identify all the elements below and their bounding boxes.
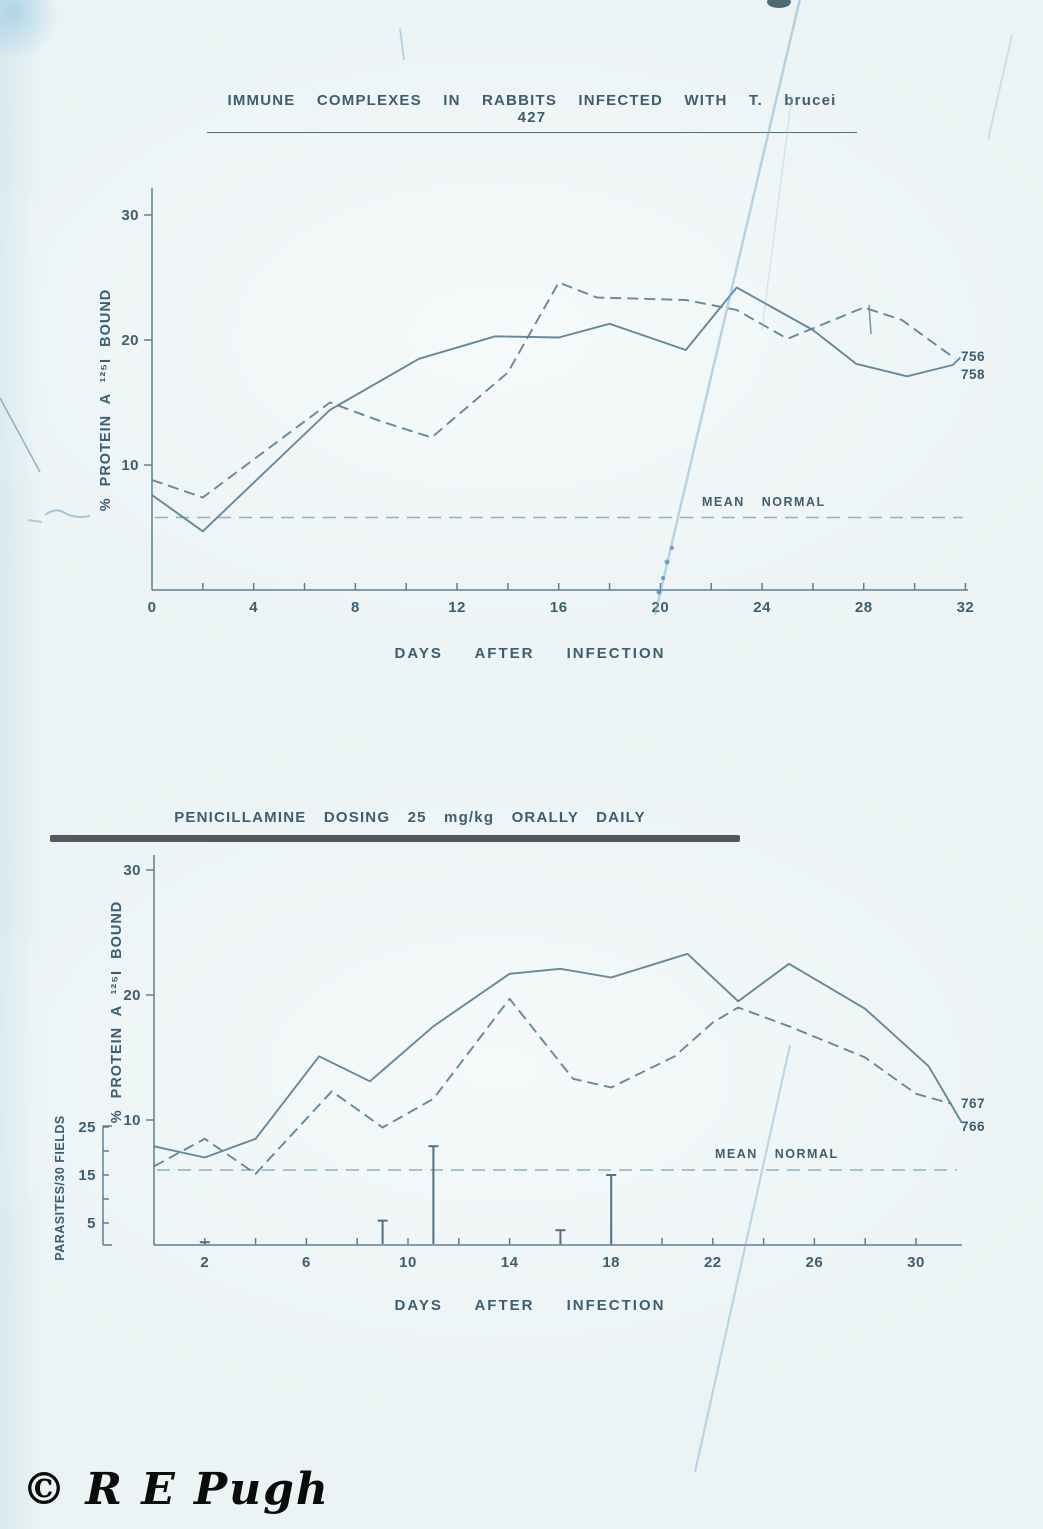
scan-artifact [664,559,670,565]
chart2-title: PENICILLAMINE DOSING 25 mg/kg ORALLY DAI… [174,809,646,826]
x-tick-label: 30 [907,1254,925,1271]
chart1-y-axis-label: % PROTEIN A ¹²⁵I BOUND [98,288,114,512]
scan-artifact [653,0,801,616]
scan-artifact [27,519,43,523]
x-tick-label: 10 [399,1254,417,1271]
chart2-parasites-axis-label: PARASITES/30 FIELDS [53,1115,67,1261]
x-tick-label: 28 [855,599,873,616]
y-tick-label: 20 [123,987,141,1004]
chart2-mean-normal-label: MEAN NORMAL [715,1147,839,1161]
y-tick-label: 20 [121,332,139,349]
chart2-series-label-767: 767 [961,1096,986,1111]
x-tick-label: 32 [957,599,975,616]
scan-artifact [868,304,872,335]
scan-artifact-corner-patch [0,0,60,60]
x-tick-label: 6 [302,1254,311,1271]
x-tick-label: 0 [148,599,157,616]
chart1-series-label-758: 758 [961,367,986,382]
x-tick-label: 4 [249,599,258,616]
y-tick-label: 30 [123,862,141,879]
parasites-tick-label: 15 [78,1167,96,1184]
scan-artifact [44,509,91,518]
series-line-766 [153,952,963,1159]
y-tick-label: 30 [121,207,139,224]
scan-artifact [0,397,41,473]
y-tick-label: 10 [123,1112,141,1129]
chart2-x-axis-label: DAYS AFTER INFECTION [394,1297,666,1314]
chart1-mean-normal-label: MEAN NORMAL [702,495,826,509]
scan-artifact [399,27,405,61]
parasites-tick-label: 25 [78,1119,96,1136]
y-tick-label: 10 [121,457,139,474]
scan-artifact [987,34,1013,141]
x-tick-label: 2 [200,1254,209,1271]
chart1-title: IMMUNE COMPLEXES IN RABBITS INFECTED WIT… [207,92,857,133]
scan-artifact [767,0,791,8]
x-tick-label: 12 [448,599,466,616]
scan-artifact [761,94,793,331]
x-tick-label: 22 [704,1254,722,1271]
scan-artifact [693,1044,792,1473]
dosing-period-bar [50,835,740,842]
x-tick-label: 24 [753,599,771,616]
x-tick-label: 8 [351,599,360,616]
x-tick-label: 26 [806,1254,824,1271]
scan-artifact [656,589,662,595]
x-tick-label: 18 [602,1254,620,1271]
series-line-758 [151,286,962,533]
parasites-tick-label: 5 [87,1215,96,1232]
chart2-y-axis-label: % PROTEIN A ¹²⁵I BOUND [109,900,125,1124]
series-line-767 [153,997,952,1175]
chart1-series-label-756: 756 [961,349,986,364]
scan-artifact [670,546,674,550]
chart2-series-label-766: 766 [961,1119,986,1134]
chart1-x-axis-label: DAYS AFTER INFECTION [394,645,666,662]
scan-artifact [661,576,665,580]
x-tick-label: 16 [550,599,568,616]
x-tick-label: 14 [501,1254,519,1271]
copyright-watermark: © R E Pugh [22,1464,330,1515]
